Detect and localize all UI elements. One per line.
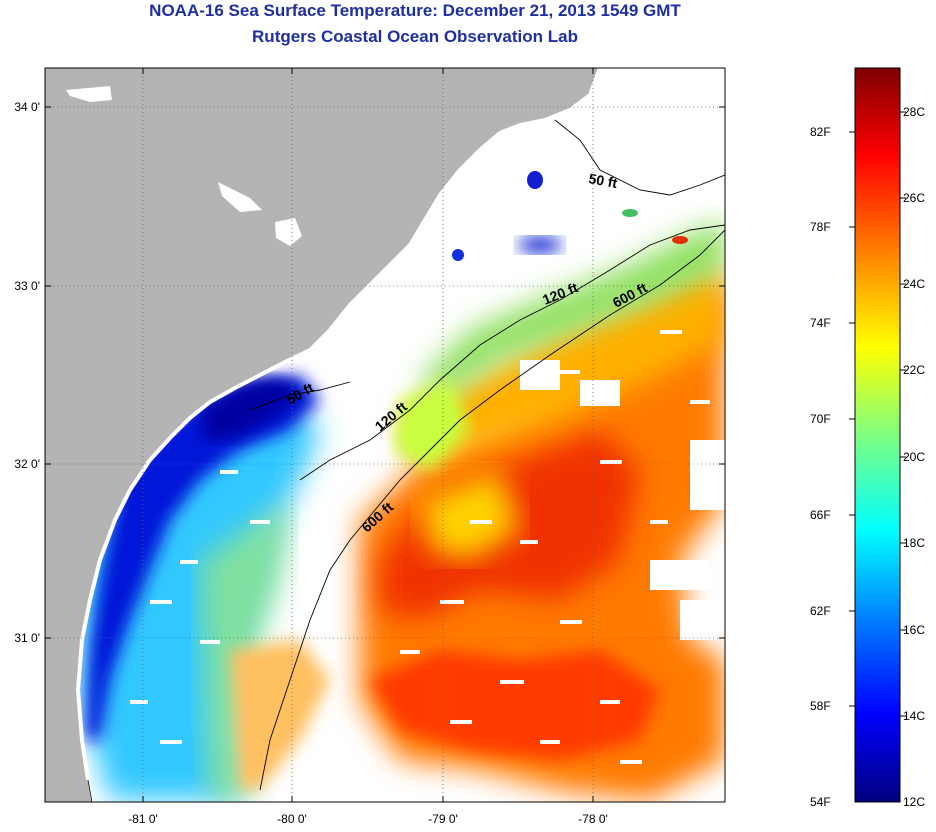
colorbar-label-c: 12C: [903, 795, 926, 809]
colorbar-label-f: 66F: [810, 508, 831, 522]
colorbar-label-c: 22C: [903, 363, 926, 377]
plot-frame: [44, 67, 726, 803]
lat-tick-label: 31 0': [14, 631, 40, 645]
map-subtitle: Rutgers Coastal Ocean Observation Lab: [252, 27, 578, 46]
colorbar-label-c: 24C: [903, 277, 926, 291]
colorbar-label-f: 58F: [810, 699, 831, 713]
lon-tick-label: -79 0': [428, 812, 458, 826]
cloud-mask: [130, 330, 725, 764]
colorbar-label-c: 28C: [903, 105, 926, 119]
colorbar-label-f: 82F: [810, 125, 831, 139]
lat-tick-label: 34 0': [14, 100, 40, 114]
colorbar-label-c: 20C: [903, 450, 926, 464]
colorbar-label-f: 54F: [810, 795, 831, 809]
lat-tick-label: 33 0': [14, 279, 40, 293]
lat-tick-label: 32 0': [14, 457, 40, 471]
graticule: [45, 68, 725, 802]
lon-tick-label: -78 0': [578, 812, 608, 826]
colorbar-label-f: 74F: [810, 316, 831, 330]
colorbar-label-c: 26C: [903, 191, 926, 205]
map-title: NOAA-16 Sea Surface Temperature: Decembe…: [149, 1, 681, 20]
colorbar: [854, 67, 901, 803]
colorbar-label-f: 62F: [810, 604, 831, 618]
colorbar-label-c: 16C: [903, 623, 926, 637]
colorbar-label-f: 78F: [810, 220, 831, 234]
contour-label-50ft: 50 ft: [587, 170, 618, 191]
colorbar-label-c: 18C: [903, 536, 926, 550]
colorbar-label-c: 14C: [903, 709, 926, 723]
colorbar-ticks: [849, 111, 906, 717]
depth-contours: [249, 119, 725, 791]
lon-tick-label: -81 0': [128, 812, 158, 826]
colorbar-label-f: 70F: [810, 412, 831, 426]
lon-tick-label: -80 0': [277, 812, 307, 826]
